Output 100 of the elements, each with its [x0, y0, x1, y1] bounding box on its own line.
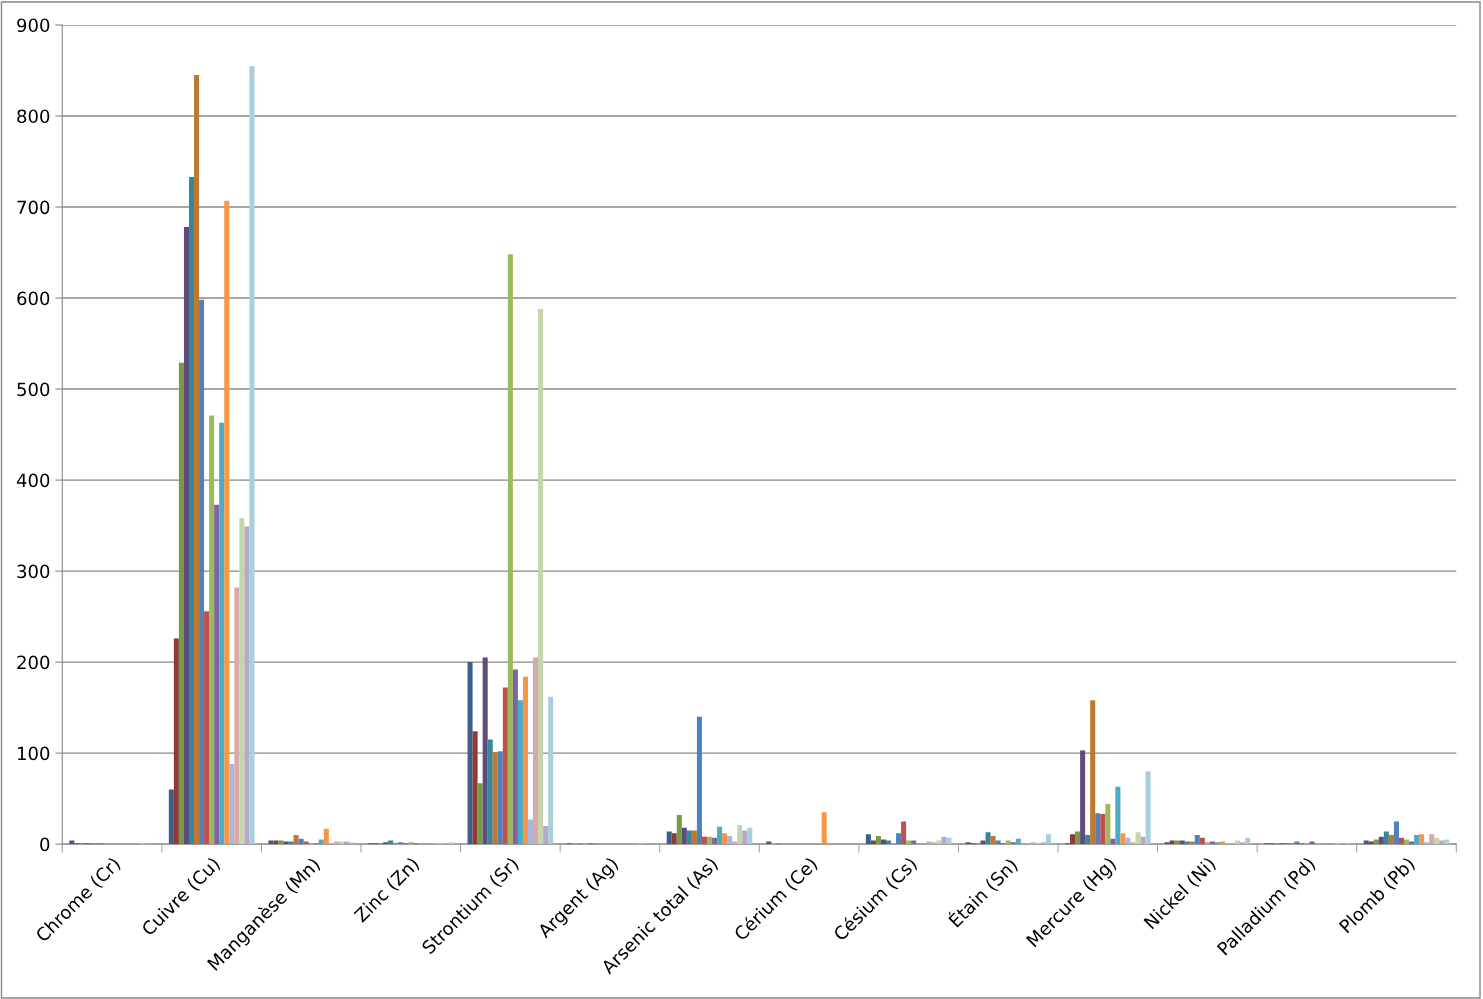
- bar: [985, 832, 991, 845]
- bar: [1393, 821, 1399, 845]
- bar: [1184, 841, 1190, 845]
- bar: [901, 821, 907, 845]
- bar: [472, 731, 478, 845]
- y-tick-label: 200: [17, 655, 50, 670]
- bar: [686, 830, 692, 845]
- bar: [1434, 837, 1440, 845]
- bar: [173, 638, 179, 845]
- bar: [1070, 834, 1076, 845]
- bar: [1125, 837, 1131, 845]
- bar: [533, 657, 539, 845]
- bar: [487, 739, 493, 845]
- bar: [194, 75, 200, 845]
- bar: [467, 662, 473, 845]
- bar: [747, 827, 753, 845]
- bar: [666, 831, 672, 845]
- bar: [492, 752, 498, 845]
- bar: [676, 815, 682, 845]
- bar: [1075, 831, 1081, 845]
- bar: [1309, 841, 1315, 845]
- bar: [1100, 814, 1106, 845]
- bar: [244, 526, 250, 845]
- y-tick-label: 900: [17, 18, 50, 33]
- bar: [477, 783, 483, 845]
- bar: [875, 835, 881, 845]
- bar: [234, 587, 240, 845]
- bar: [1095, 813, 1101, 845]
- bar: [1145, 771, 1151, 845]
- bar: [696, 716, 702, 845]
- bar: [303, 841, 309, 845]
- bar: [1383, 831, 1389, 845]
- bar: [333, 841, 339, 845]
- bar: [1194, 835, 1200, 845]
- bar: [1085, 835, 1091, 845]
- bar: [1199, 837, 1205, 845]
- bar: [706, 836, 713, 845]
- bar: [717, 826, 723, 845]
- bar: [283, 841, 289, 845]
- bar: [1378, 836, 1384, 845]
- bar: [1090, 700, 1096, 845]
- bar: [1245, 837, 1251, 845]
- bar: [737, 825, 743, 845]
- bar: [926, 841, 932, 845]
- bar: [1080, 750, 1086, 845]
- bar: [1209, 841, 1215, 845]
- bar: [199, 299, 205, 845]
- bar: [896, 833, 902, 845]
- y-tick-label: 400: [16, 473, 50, 488]
- bar: [1294, 841, 1300, 845]
- bar: [229, 764, 235, 845]
- bar: [1140, 836, 1146, 845]
- y-tick-label: 600: [17, 291, 50, 306]
- bar: [548, 696, 554, 845]
- bar: [168, 789, 174, 845]
- bar: [502, 687, 508, 845]
- bar: [766, 841, 772, 845]
- bar: [188, 176, 195, 845]
- bar: [712, 837, 718, 845]
- bar: [512, 669, 518, 845]
- bar: [183, 227, 189, 845]
- bar: [214, 504, 220, 845]
- bar: [722, 833, 728, 845]
- y-tick-label: 0: [40, 837, 50, 852]
- bar: [482, 657, 488, 845]
- bar: [224, 200, 230, 845]
- bar: [239, 518, 245, 845]
- y-tick-label: 500: [17, 382, 50, 397]
- bar: [293, 835, 299, 845]
- bar: [742, 830, 748, 845]
- bar: [1105, 804, 1111, 845]
- bar: [865, 834, 871, 845]
- bar: [1398, 837, 1404, 845]
- y-tick-label: 100: [18, 746, 50, 761]
- bar: [517, 700, 523, 845]
- bar: [522, 676, 528, 845]
- bar: [1046, 834, 1052, 845]
- bar: [497, 751, 503, 845]
- bar: [278, 840, 284, 845]
- bar: [288, 841, 294, 845]
- bar: [1120, 833, 1126, 845]
- bar: [681, 827, 687, 845]
- bar: [209, 415, 215, 845]
- bar: [946, 837, 952, 845]
- bar: [1419, 834, 1425, 845]
- bar: [1189, 841, 1195, 845]
- bar: [990, 835, 996, 845]
- bar: [343, 841, 349, 845]
- bar: [941, 836, 947, 845]
- bar: [1388, 835, 1394, 845]
- bar: [1135, 832, 1141, 845]
- bar: [538, 308, 544, 845]
- bar: [701, 836, 707, 845]
- bar: [543, 825, 549, 845]
- bar: [1115, 786, 1121, 845]
- bar: [727, 835, 733, 845]
- y-tick-label: 700: [17, 200, 50, 215]
- bar: [178, 362, 184, 845]
- bar: [1368, 841, 1374, 845]
- bar: [338, 841, 344, 845]
